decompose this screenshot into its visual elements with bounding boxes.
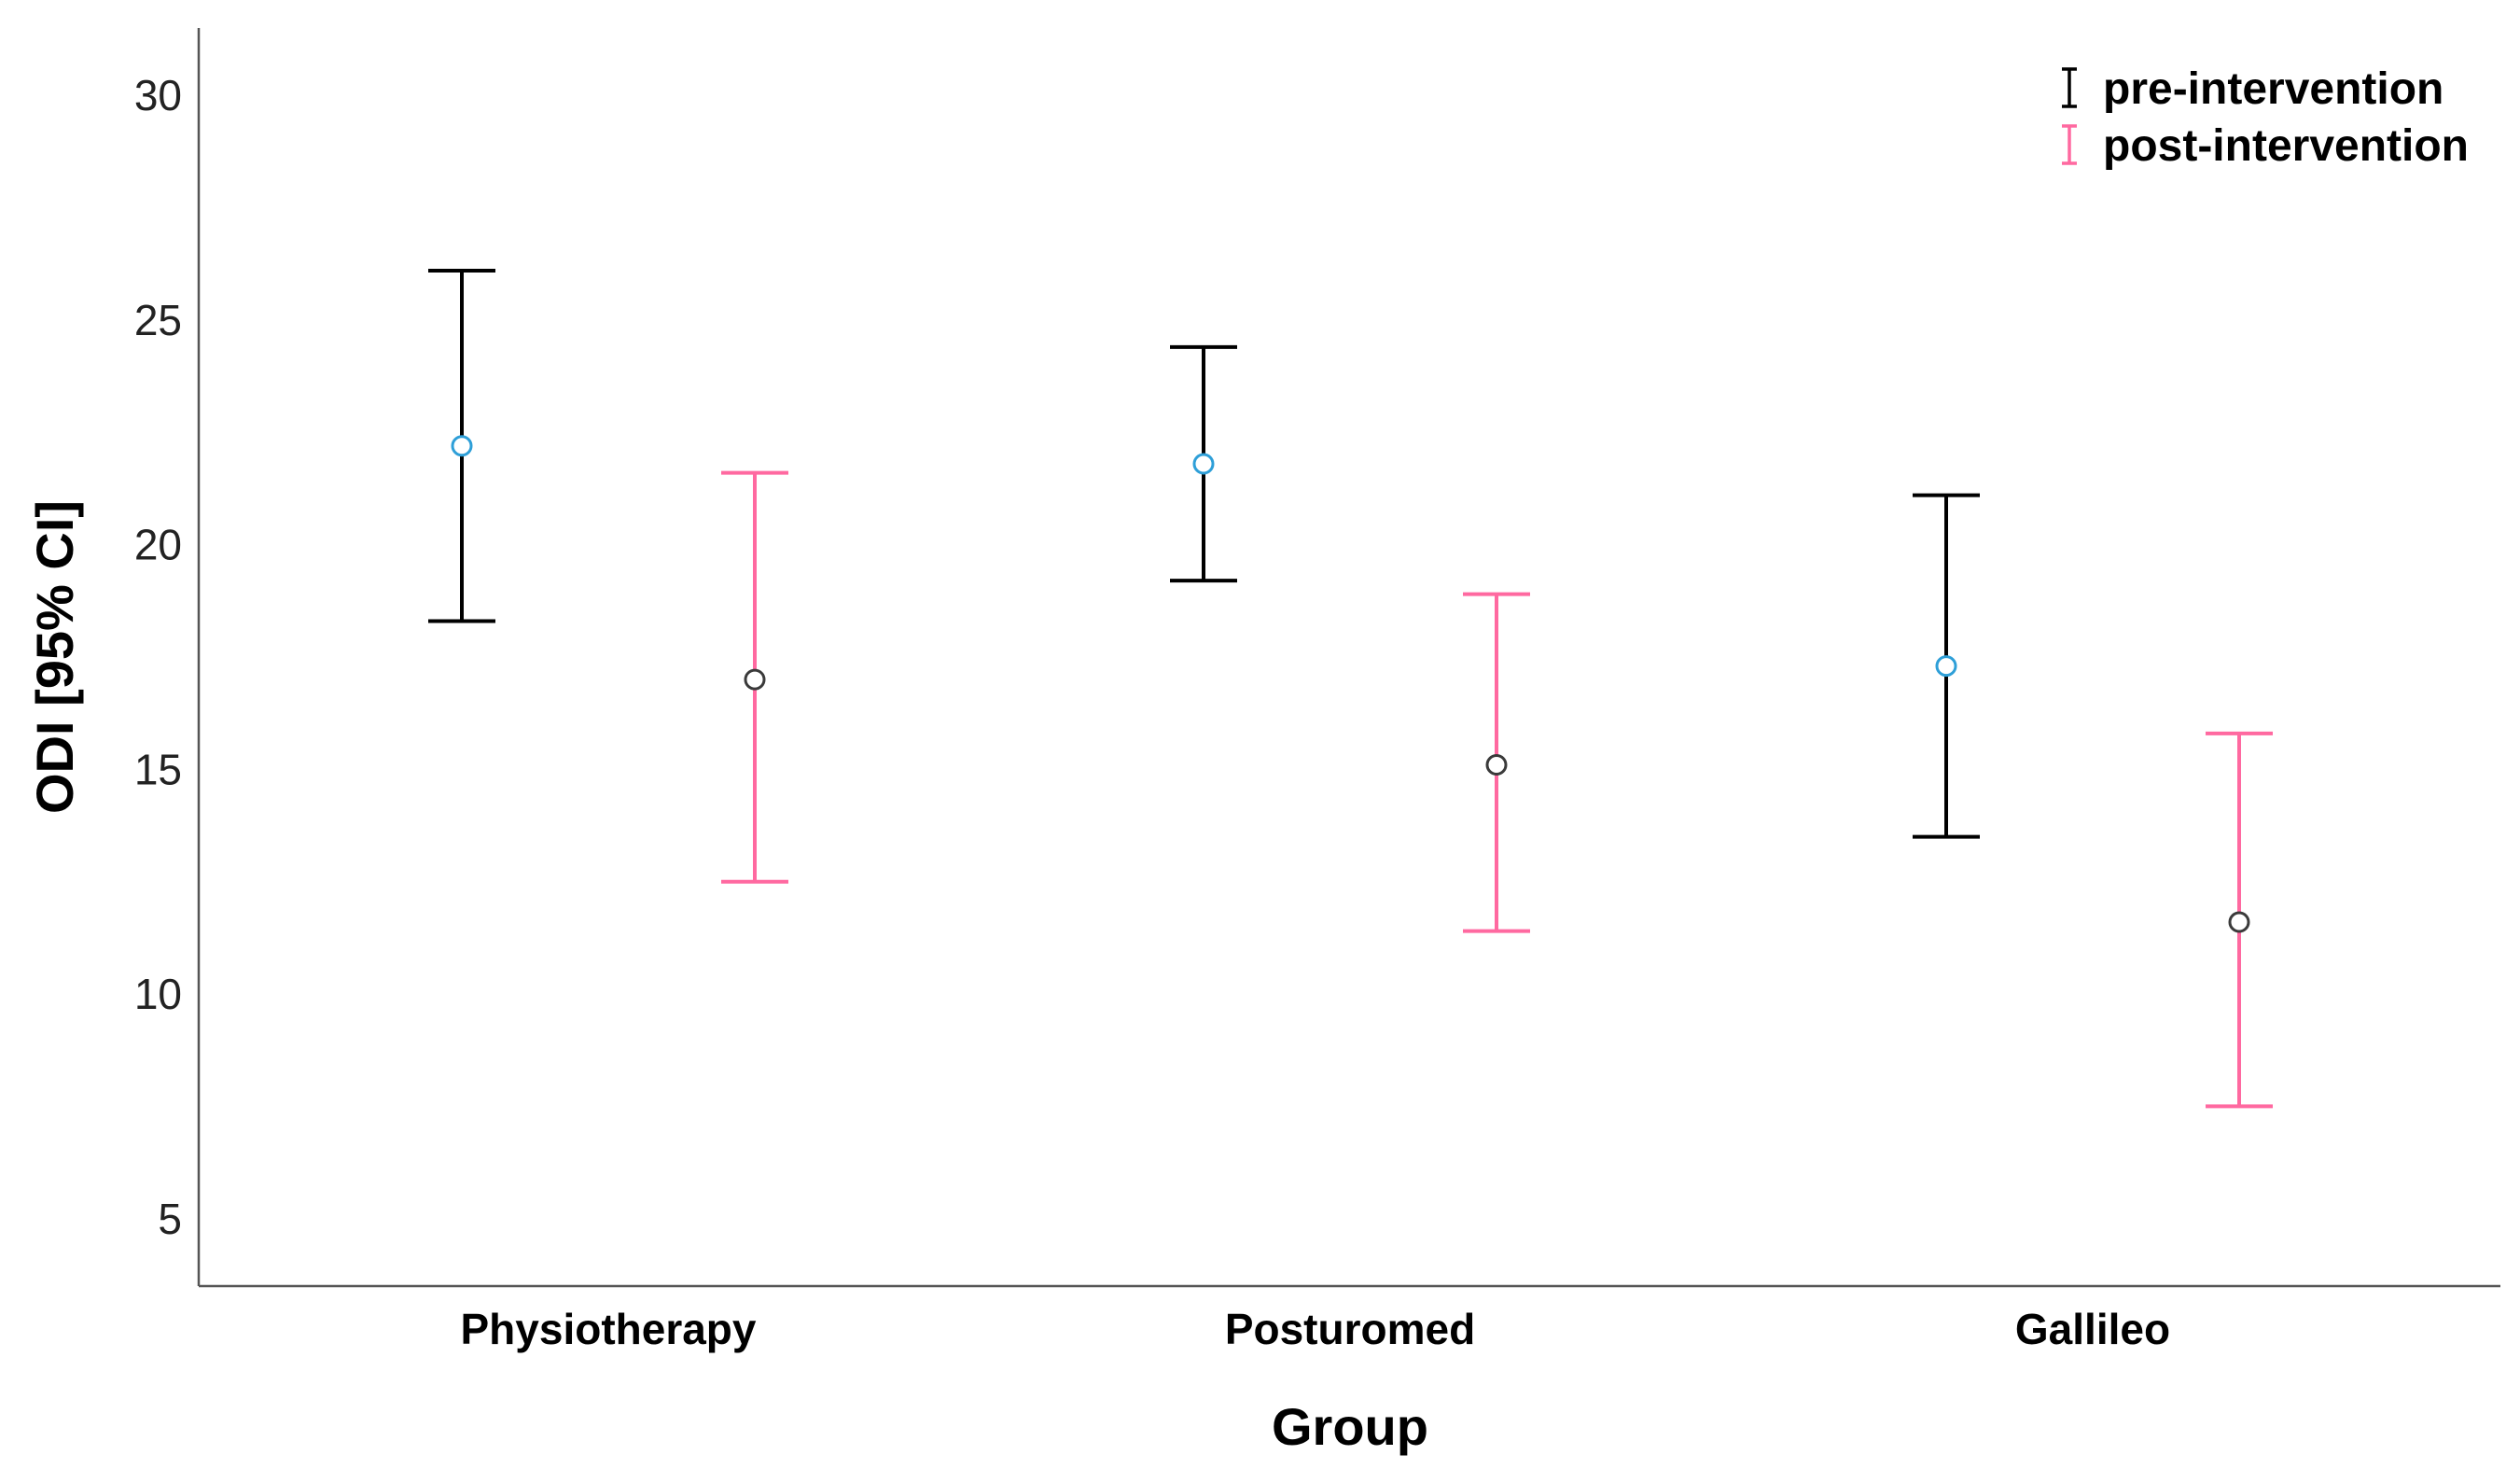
legend-item: post-intervention xyxy=(2062,121,2469,171)
series-pre-intervention xyxy=(428,268,1980,839)
y-tick-label: 15 xyxy=(134,745,182,793)
axes xyxy=(197,28,2500,1288)
y-tick-label: 25 xyxy=(134,296,182,344)
mean-point xyxy=(744,668,766,691)
legend-item: pre-intervention xyxy=(2062,64,2443,114)
mean-point xyxy=(1485,754,1508,776)
x-category-labels: Physiotherapy Posturomed Gallileo xyxy=(461,1305,2171,1353)
data-series xyxy=(428,268,2273,1109)
error-bar-legend-icon xyxy=(2062,124,2077,165)
x-category-label: Physiotherapy xyxy=(461,1305,757,1353)
y-axis-title: ODI [95% CI] xyxy=(25,500,84,814)
mean-point xyxy=(1192,453,1215,475)
x-category-label: Posturomed xyxy=(1225,1305,1475,1353)
series-post-intervention xyxy=(721,470,2273,1109)
error-bar-legend-icon xyxy=(2062,67,2077,108)
mean-point xyxy=(2228,911,2250,933)
mean-point xyxy=(1935,655,1957,678)
y-tick-labels: 5 10 15 20 25 30 xyxy=(134,71,182,1243)
y-tick-label: 20 xyxy=(134,521,182,569)
mean-point xyxy=(451,435,473,457)
y-tick-label: 5 xyxy=(158,1195,182,1243)
y-tick-label: 30 xyxy=(134,71,182,119)
legend-label: pre-intervention xyxy=(2103,64,2443,114)
legend: pre-intervention post-intervention xyxy=(2062,64,2469,171)
legend-label: post-intervention xyxy=(2103,121,2469,171)
y-tick-label: 10 xyxy=(134,970,182,1018)
x-axis-title: Group xyxy=(1272,1397,1428,1456)
x-category-label: Gallileo xyxy=(2015,1305,2170,1353)
